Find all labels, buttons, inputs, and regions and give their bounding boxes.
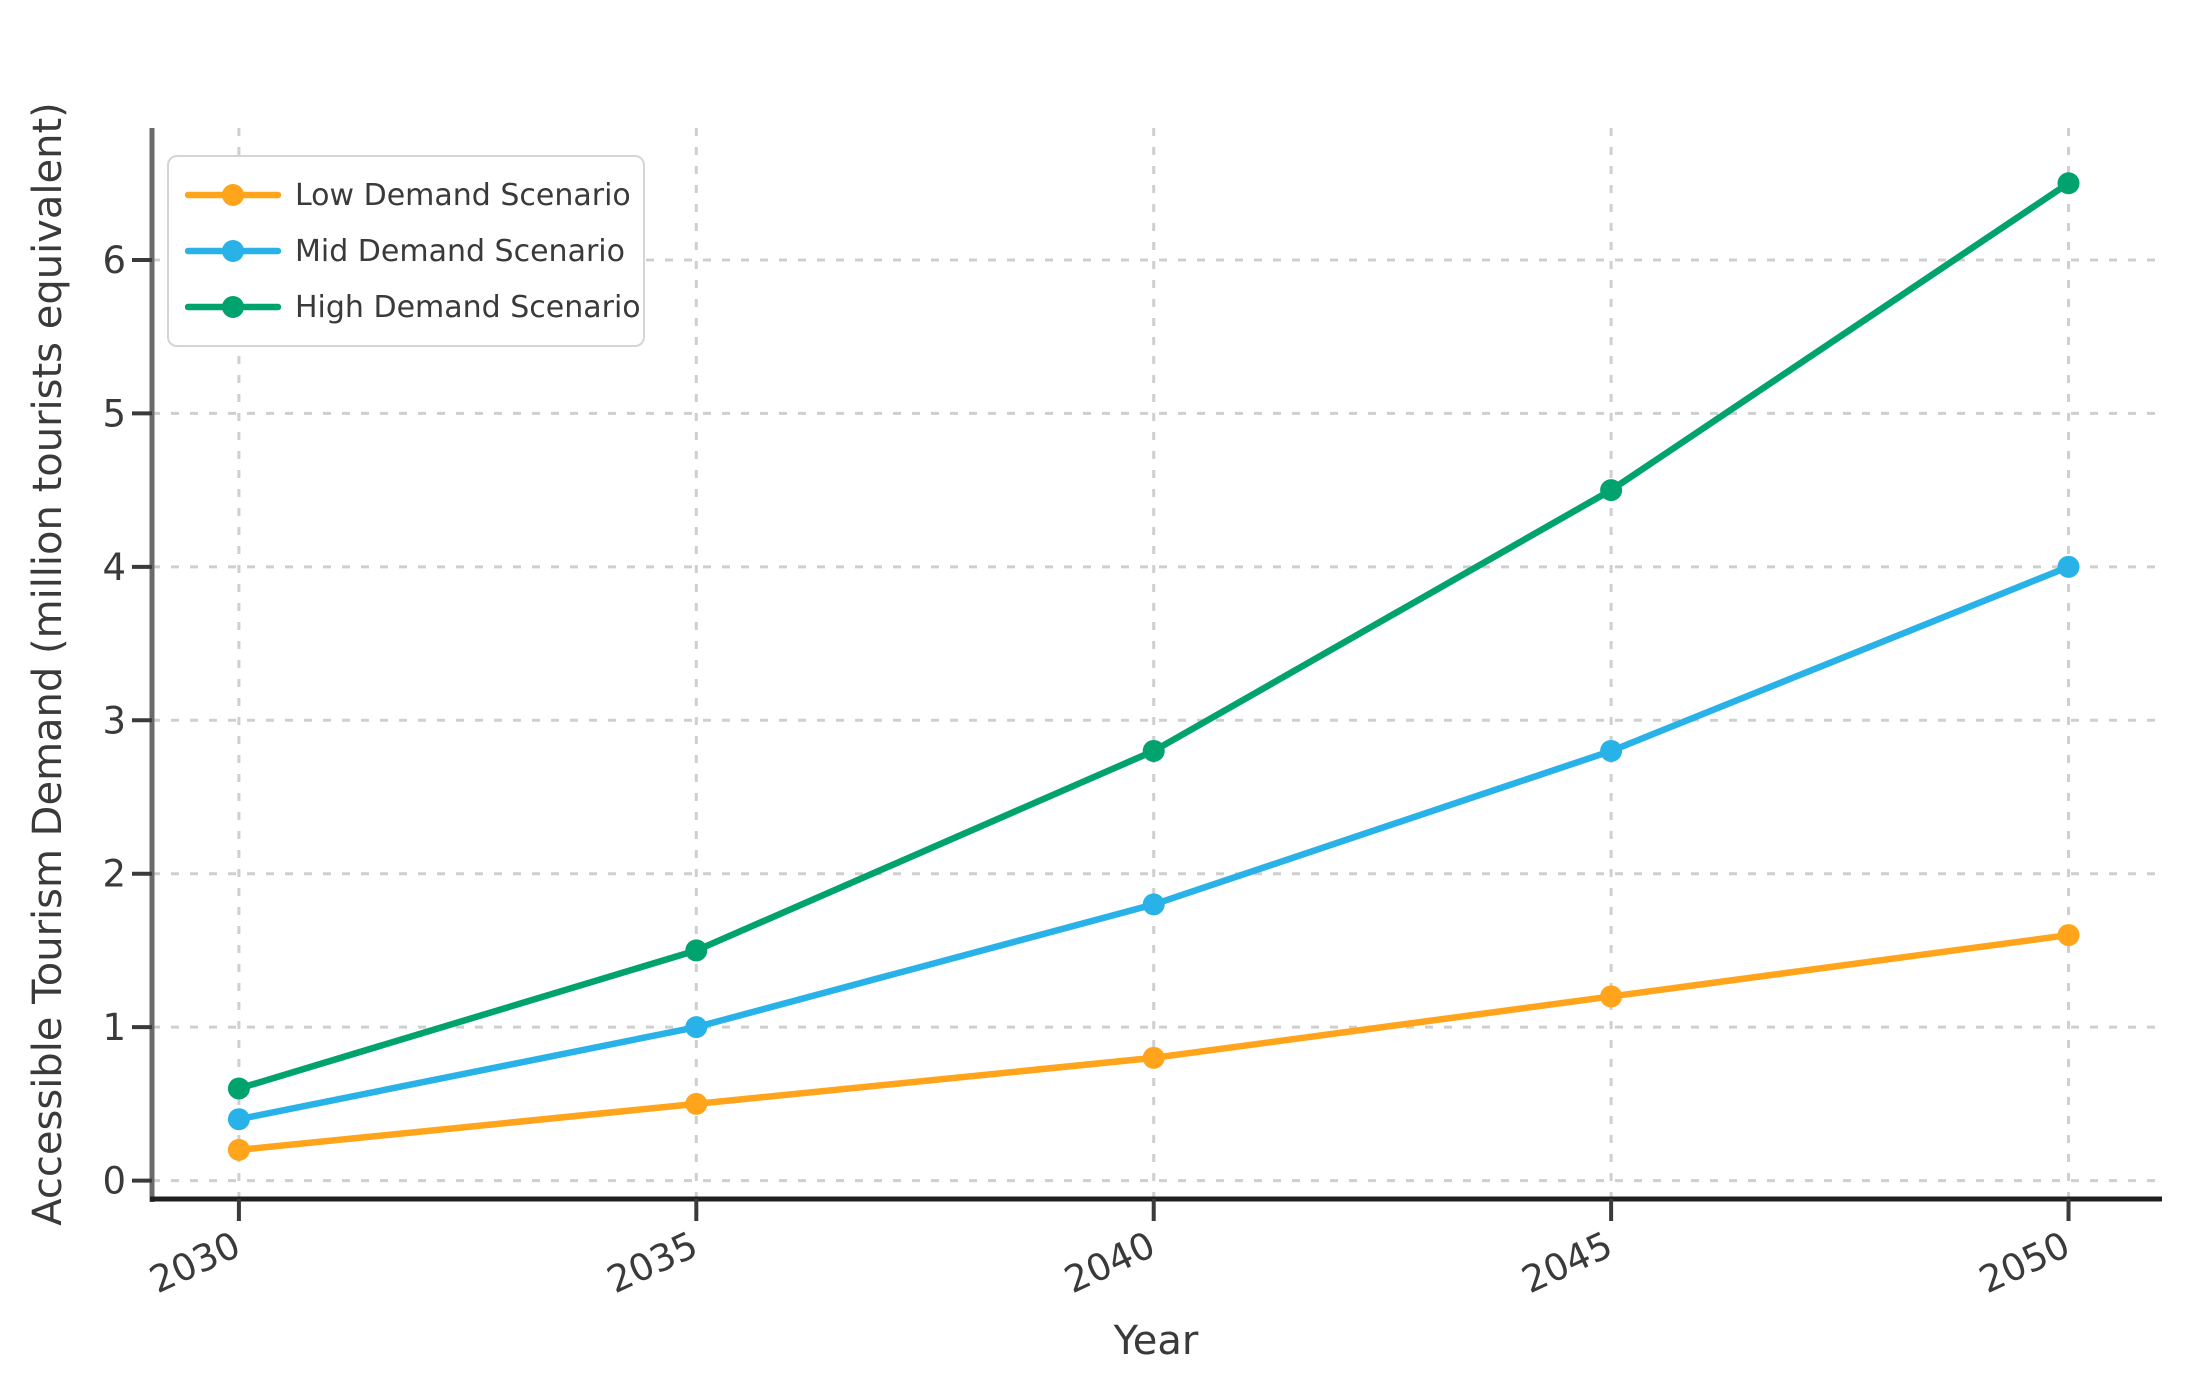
- legend-label-mid-demand: Mid Demand Scenario: [295, 233, 625, 269]
- legend-item-mid-demand: Mid Demand Scenario: [185, 223, 627, 279]
- data-point-series-2: [2057, 172, 2080, 195]
- y-tick-label: 0: [102, 1160, 126, 1203]
- data-point-series-0: [2057, 924, 2080, 947]
- legend-marker-low-demand-icon: [185, 184, 281, 206]
- y-tick-label: 4: [102, 546, 126, 589]
- legend: Low Demand Scenario Mid Demand Scenario …: [167, 155, 645, 347]
- legend-item-high-demand: High Demand Scenario: [185, 279, 641, 335]
- data-point-series-1: [1600, 739, 1623, 762]
- data-point-series-1: [2057, 555, 2080, 578]
- legend-marker-mid-demand-icon: [185, 240, 281, 262]
- y-tick-label: 6: [102, 239, 126, 282]
- data-point-series-1: [1142, 893, 1165, 916]
- y-tick-label: 1: [102, 1006, 126, 1049]
- x-tick-label: 2040: [1058, 1223, 1162, 1302]
- y-tick-label: 3: [102, 699, 126, 742]
- data-point-series-2: [1142, 739, 1165, 762]
- data-point-series-0: [685, 1092, 708, 1115]
- legend-item-low-demand: Low Demand Scenario: [185, 167, 631, 223]
- data-point-series-1: [685, 1016, 708, 1039]
- y-tick-label: 5: [102, 392, 126, 435]
- legend-label-high-demand: High Demand Scenario: [295, 289, 641, 325]
- data-point-series-0: [1142, 1046, 1165, 1069]
- legend-marker-high-demand-icon: [185, 296, 281, 318]
- legend-label-low-demand: Low Demand Scenario: [295, 177, 631, 213]
- x-tick-label: 2030: [143, 1223, 247, 1302]
- x-tick-label: 2035: [601, 1223, 705, 1302]
- x-tick-label: 2045: [1515, 1223, 1619, 1302]
- data-point-series-2: [1600, 479, 1623, 502]
- y-axis-title: Accessible Tourism Demand (million touri…: [25, 102, 71, 1226]
- x-axis-title: Year: [1113, 1318, 1199, 1364]
- y-tick-label: 2: [102, 853, 126, 896]
- data-point-series-1: [227, 1108, 250, 1131]
- series-line-1: [235, 563, 2072, 1123]
- data-point-series-0: [1600, 985, 1623, 1008]
- x-tick-label: 2050: [1973, 1223, 2077, 1302]
- data-point-series-0: [227, 1138, 250, 1161]
- data-point-series-2: [227, 1077, 250, 1100]
- data-point-series-2: [685, 939, 708, 962]
